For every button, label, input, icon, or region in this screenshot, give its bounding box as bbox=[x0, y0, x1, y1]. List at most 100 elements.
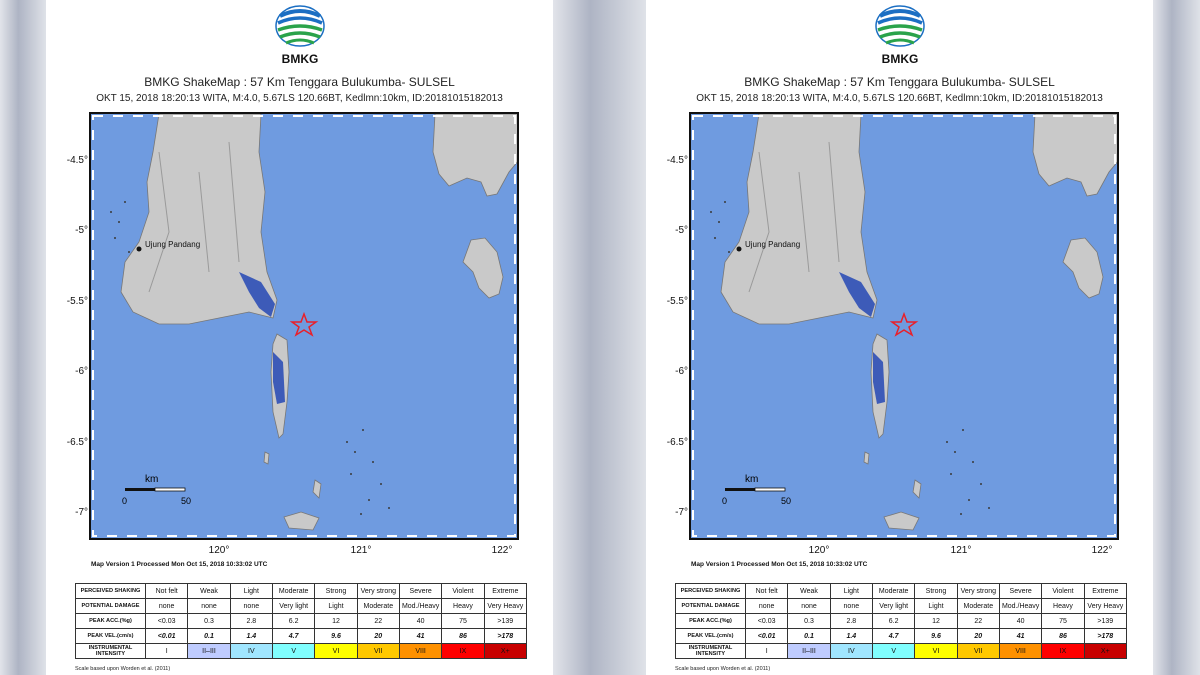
legend-cell: 40 bbox=[998, 613, 1043, 629]
shakemap-map: Ujung Pandang km 0 50 bbox=[89, 112, 520, 540]
legend-cell: X+ bbox=[1083, 643, 1128, 659]
legend-cell: 22 bbox=[356, 613, 400, 629]
y-tick-label: -6° bbox=[675, 366, 688, 377]
legend-cell: 2.8 bbox=[229, 613, 273, 629]
x-tick-label: 121° bbox=[950, 545, 972, 556]
logo-text: BMKG bbox=[881, 52, 919, 66]
legend-footnote: Scale based upon Worden et al. (2011) bbox=[75, 666, 171, 672]
scale-bar: km 0 50 bbox=[122, 474, 191, 506]
legend-cell: 86 bbox=[1041, 628, 1085, 644]
legend-cell: 0.3 bbox=[787, 613, 831, 629]
map-subtitle: OKT 15, 2018 18:20:13 WITA, M:4.0, 5.67L… bbox=[696, 93, 1103, 104]
legend-cell: VII bbox=[956, 643, 1000, 659]
terrain-relief bbox=[748, 141, 840, 293]
shakemap-panel-1: BMKG BMKG ShakeMap : 57 Km Tenggara Bulu… bbox=[46, 0, 553, 675]
legend-cell: 86 bbox=[441, 628, 485, 644]
legend-cell: Strong bbox=[914, 583, 958, 599]
scale-max: 50 bbox=[781, 496, 791, 506]
legend-cell: Very strong bbox=[956, 583, 1000, 599]
y-tick-label: -7° bbox=[675, 507, 688, 518]
atoll-dots bbox=[110, 201, 390, 515]
legend-cell: Severe bbox=[998, 583, 1043, 599]
legend-row: POTENTIAL DAMAGE none none none Very light Li… bbox=[75, 598, 528, 614]
legend-row-header: POTENTIAL DAMAGE bbox=[675, 598, 746, 614]
legend-cell: Light bbox=[229, 583, 273, 599]
legend-cell: VII bbox=[356, 643, 400, 659]
legend-cell: Extreme bbox=[1083, 583, 1128, 599]
legend-cell: IX bbox=[441, 643, 485, 659]
legend-cell: none bbox=[787, 598, 831, 614]
epicenter-star bbox=[889, 311, 919, 337]
legend-row: INSTRUMENTAL INTENSITY I II–III IV V VI VII VII… bbox=[675, 643, 1128, 659]
legend-row-header: PEAK VEL.(cm/s) bbox=[675, 628, 746, 644]
legend-row: INSTRUMENTAL INTENSITY I II–III IV V VI VII VII… bbox=[75, 643, 528, 659]
land-small-island bbox=[263, 451, 270, 465]
land-small-island bbox=[912, 479, 922, 499]
land-sulawesi-peninsula bbox=[120, 113, 278, 325]
legend-cell: Weak bbox=[187, 583, 231, 599]
scale-bar: km 0 50 bbox=[722, 474, 791, 506]
legend-cell: 12 bbox=[314, 613, 358, 629]
legend-row-header: PERCEIVED SHAKING bbox=[675, 583, 746, 599]
legend-cell: I bbox=[144, 643, 189, 659]
shakemap-panel-2: BMKG BMKG ShakeMap : 57 Km Tenggara Bulu… bbox=[646, 0, 1153, 675]
legend-cell: Moderate bbox=[356, 598, 400, 614]
legend-cell: V bbox=[271, 643, 316, 659]
legend-cell: <0.03 bbox=[744, 613, 789, 629]
processed-note: Map Version 1 Processed Mon Oct 15, 2018… bbox=[691, 561, 868, 568]
y-tick-label: -5° bbox=[675, 225, 688, 236]
legend-cell: Mod./Heavy bbox=[398, 598, 443, 614]
legend-cell: IV bbox=[829, 643, 873, 659]
intensity-shading bbox=[839, 272, 875, 317]
legend-cell: >139 bbox=[1083, 613, 1128, 629]
map-title: BMKG ShakeMap : 57 Km Tenggara Bulukumba… bbox=[144, 75, 455, 89]
legend-row-header: POTENTIAL DAMAGE bbox=[75, 598, 146, 614]
legend-row: PERCEIVED SHAKING Not felt Weak Light Modera… bbox=[75, 583, 528, 599]
legend-cell: Extreme bbox=[483, 583, 528, 599]
atoll-dots bbox=[710, 201, 990, 515]
legend-row: PEAK VEL.(cm/s) <0.01 0.1 1.4 4.7 9.6 20 41 86 >1… bbox=[75, 628, 528, 644]
legend-cell: II–III bbox=[187, 643, 231, 659]
legend-row-header: INSTRUMENTAL INTENSITY bbox=[675, 643, 746, 659]
y-tick-label: -6.5° bbox=[66, 437, 88, 448]
legend-cell: 0.3 bbox=[187, 613, 231, 629]
shakemap-map: Ujung Pandang km 0 50 bbox=[689, 112, 1120, 540]
legend-cell: Violent bbox=[441, 583, 485, 599]
legend-cell: Very Heavy bbox=[483, 598, 528, 614]
x-tick-label: 122° bbox=[491, 545, 513, 556]
land-sulawesi-peninsula bbox=[720, 113, 878, 325]
legend-cell: none bbox=[187, 598, 231, 614]
legend-cell: Moderate bbox=[871, 583, 916, 599]
background-right bbox=[1153, 0, 1200, 675]
map-frame bbox=[689, 112, 1119, 540]
legend-cell: I bbox=[744, 643, 789, 659]
y-tick-label: -7° bbox=[75, 507, 88, 518]
land-tanahjampea-island bbox=[283, 511, 320, 531]
x-tick-label: 122° bbox=[1091, 545, 1113, 556]
legend-cell: Very strong bbox=[356, 583, 400, 599]
y-tick-label: -6.5° bbox=[666, 437, 688, 448]
legend-cell: Violent bbox=[1041, 583, 1085, 599]
y-tick-label: -5.5° bbox=[666, 296, 688, 307]
legend-cell: Light bbox=[314, 598, 358, 614]
legend-cell: 6.2 bbox=[871, 613, 916, 629]
legend-cell: 0.1 bbox=[187, 628, 231, 644]
legend-cell: II–III bbox=[787, 643, 831, 659]
legend-cell: <0.03 bbox=[144, 613, 189, 629]
legend-cell: 41 bbox=[998, 628, 1043, 644]
legend-cell: >178 bbox=[483, 628, 528, 644]
legend-cell: 9.6 bbox=[314, 628, 358, 644]
legend-row-header: PEAK ACC.(%g) bbox=[675, 613, 746, 629]
y-tick-label: -4.5° bbox=[666, 155, 688, 166]
terrain-relief bbox=[148, 141, 240, 293]
land-buton-island bbox=[1062, 237, 1104, 299]
legend-cell: Weak bbox=[787, 583, 831, 599]
legend-cell: VI bbox=[314, 643, 358, 659]
land-buton-island bbox=[462, 237, 504, 299]
legend-cell: 4.7 bbox=[871, 628, 916, 644]
legend-cell: Heavy bbox=[441, 598, 485, 614]
legend-cell: >139 bbox=[483, 613, 528, 629]
x-tick-label: 120° bbox=[208, 545, 230, 556]
legend-cell: 9.6 bbox=[914, 628, 958, 644]
legend-cell: 75 bbox=[1041, 613, 1085, 629]
